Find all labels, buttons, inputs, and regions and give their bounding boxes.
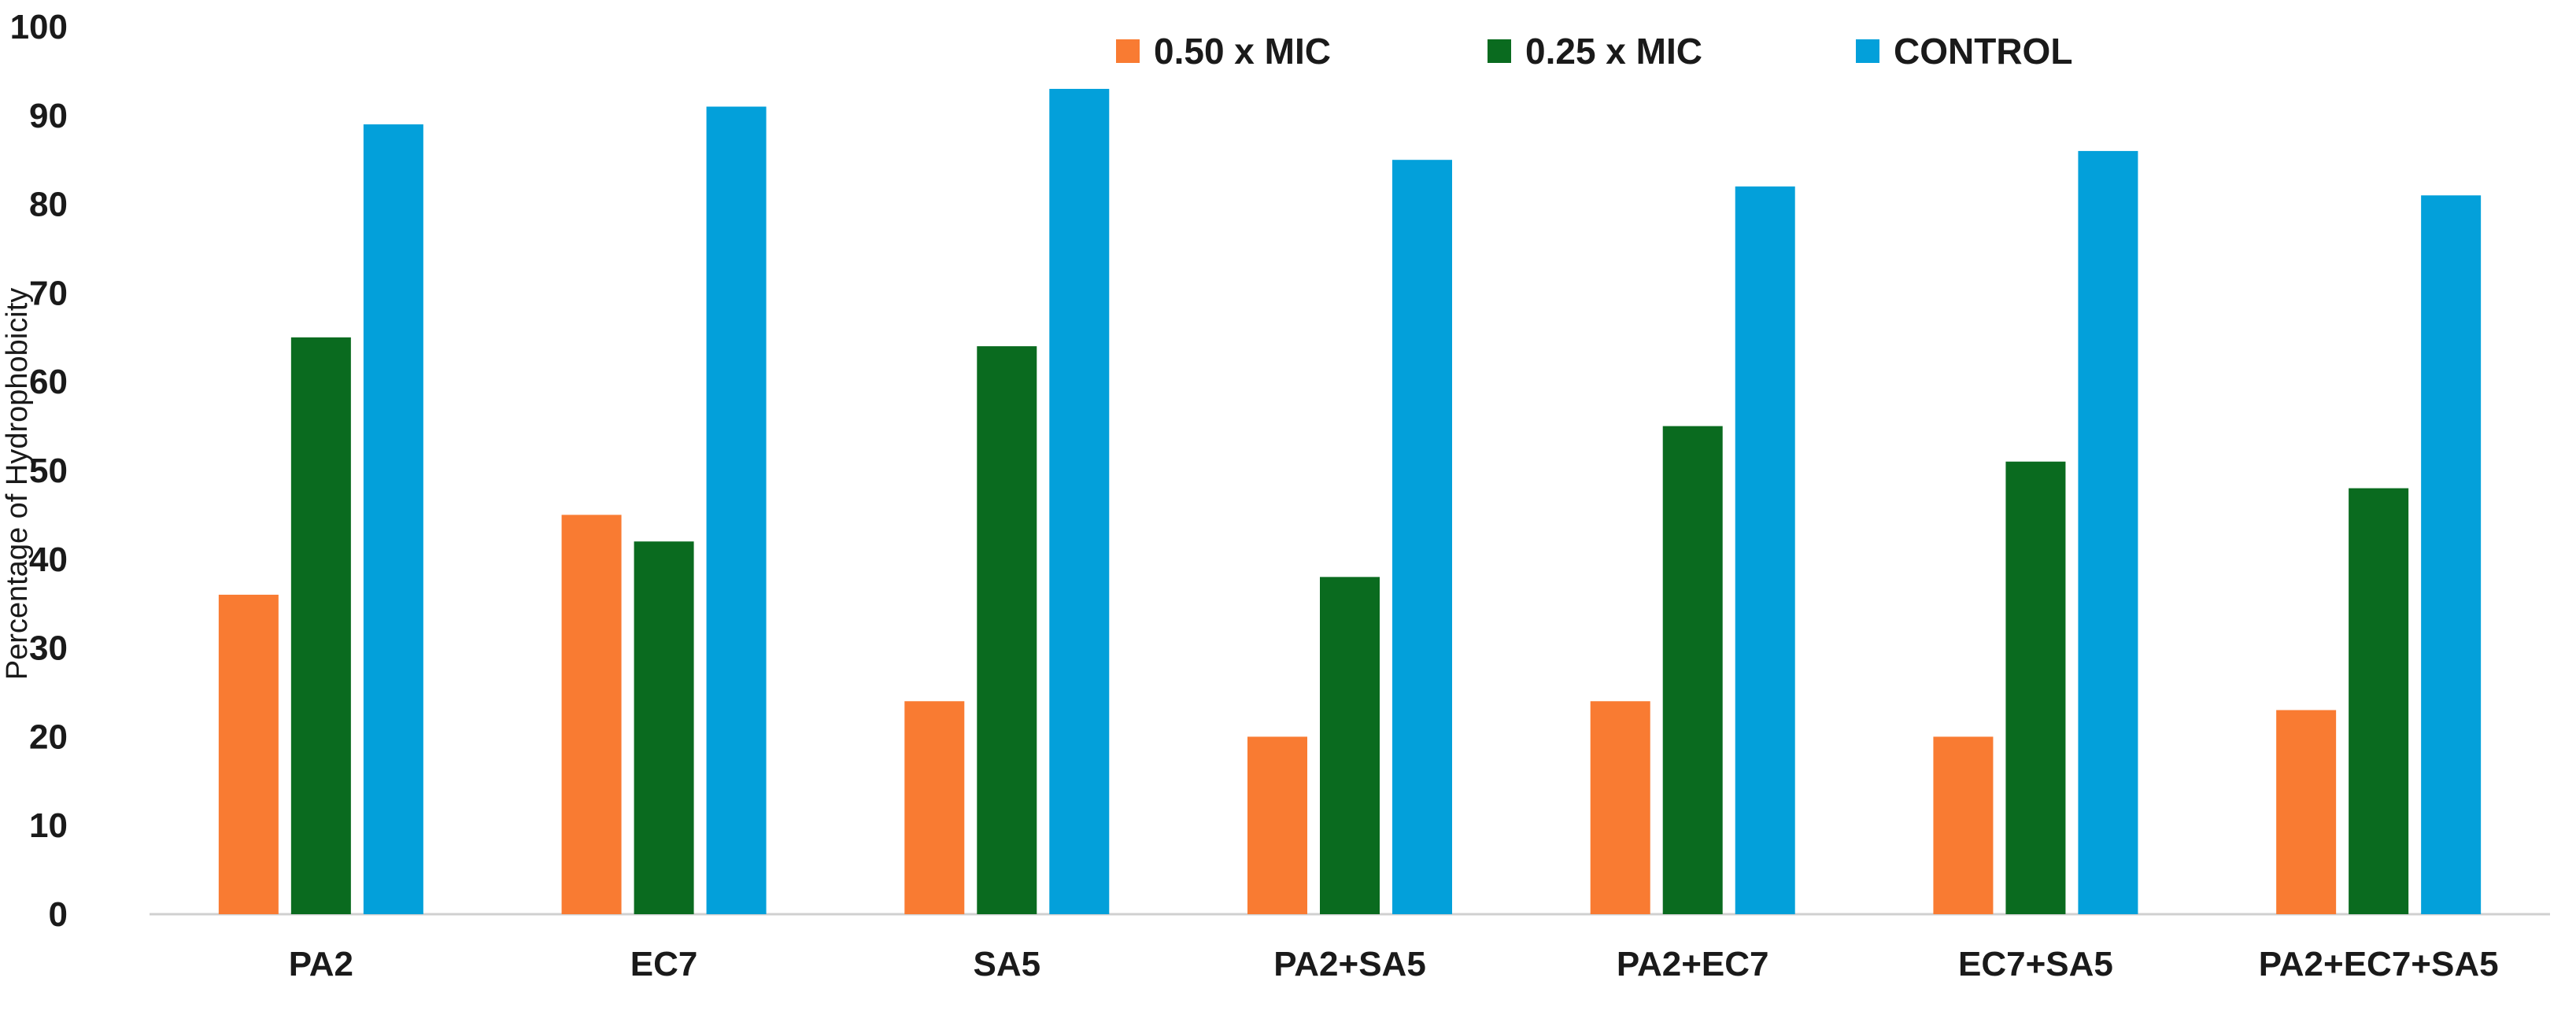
bar-0-50-x-mic-sa5 (904, 701, 965, 914)
bar-0-50-x-mic-ec7 (561, 515, 622, 914)
bar-0-50-x-mic-pa2-sa5 (1247, 736, 1307, 914)
y-axis-title: Percentage of Hydrophobicity (1, 288, 34, 681)
bar-0-50-x-mic-pa2-ec7-sa5 (2276, 710, 2337, 914)
x-tick-label: PA2 (289, 945, 353, 983)
bar-0-25-x-mic-pa2-ec7 (1662, 426, 1723, 914)
bar-control-sa5 (1049, 88, 1110, 915)
x-tick-label: PA2+EC7 (1617, 945, 1769, 983)
y-tick-label: 30 (29, 629, 68, 668)
y-tick-label: 60 (29, 363, 68, 401)
x-tick-label: PA2+EC7+SA5 (2259, 945, 2499, 983)
y-tick-label: 40 (29, 540, 68, 579)
bar-0-25-x-mic-pa2-ec7-sa5 (2349, 488, 2409, 914)
bar-0-25-x-mic-ec7-sa5 (2005, 461, 2066, 914)
legend-label: CONTROL (1894, 31, 2072, 72)
bar-control-pa2-sa5 (1392, 160, 1452, 914)
y-tick-label: 10 (29, 806, 68, 845)
bar-0-25-x-mic-sa5 (977, 346, 1037, 915)
legend-label: 0.25 x MIC (1525, 31, 1702, 72)
bar-control-pa2-ec7 (1735, 186, 1795, 915)
bar-control-pa2 (363, 124, 423, 914)
bar-control-ec7 (706, 106, 767, 914)
bar-0-25-x-mic-pa2-sa5 (1320, 577, 1380, 914)
legend: 0.50 x MIC 0.25 x MIC CONTROL (1116, 31, 2072, 72)
bar-control-pa2-ec7-sa5 (2421, 195, 2482, 914)
bar-0-25-x-mic-ec7 (634, 541, 694, 914)
bars (218, 88, 2482, 915)
y-tick-label: 20 (29, 718, 68, 756)
x-tick-label: PA2+SA5 (1273, 945, 1426, 983)
bar-0-50-x-mic-pa2-ec7 (1590, 701, 1650, 914)
x-tick-label: EC7 (630, 945, 698, 983)
y-tick-label: 80 (29, 186, 68, 224)
y-tick-label: 50 (29, 452, 68, 490)
bar-0-50-x-mic-ec7-sa5 (1933, 736, 1994, 914)
x-tick-label: EC7+SA5 (1958, 945, 2113, 983)
bar-0-25-x-mic-pa2 (290, 337, 351, 914)
x-tick-label: SA5 (973, 945, 1040, 983)
y-tick-label: 90 (29, 97, 68, 135)
x-axis-ticks: PA2 EC7 SA5 PA2+SA5 PA2+EC7 EC7+SA5 PA2+EC7+SA… (289, 945, 2499, 983)
y-tick-label: 100 (10, 8, 68, 46)
y-tick-label: 70 (29, 274, 68, 312)
legend-swatch (1116, 39, 1140, 63)
y-tick-label: 0 (49, 895, 68, 934)
y-axis-ticks: 0 10 20 30 40 50 60 70 80 90 100 (10, 8, 68, 934)
legend-swatch (1488, 39, 1511, 63)
bar-0-50-x-mic-pa2 (218, 594, 279, 914)
bar-control-ec7-sa5 (2078, 150, 2138, 915)
legend-label: 0.50 x MIC (1154, 31, 1331, 72)
legend-swatch (1856, 39, 1879, 63)
